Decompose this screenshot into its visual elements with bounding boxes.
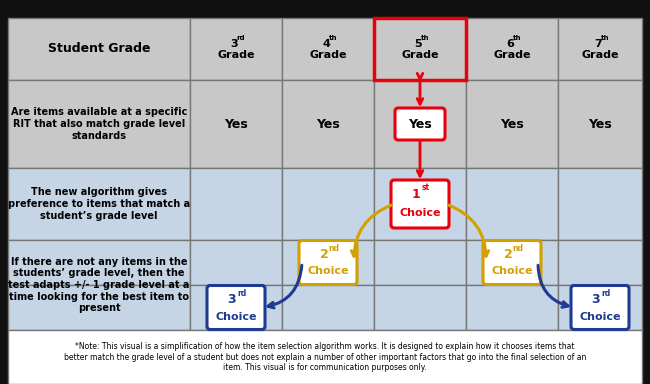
Bar: [374, 80, 466, 168]
Text: Yes: Yes: [408, 118, 432, 131]
Bar: [374, 240, 466, 285]
Bar: [466, 168, 558, 240]
FancyBboxPatch shape: [207, 285, 265, 329]
Bar: [282, 240, 374, 285]
Bar: [558, 240, 642, 285]
Text: Choice: Choice: [579, 311, 621, 321]
Bar: [466, 18, 558, 80]
Text: rd: rd: [237, 35, 245, 41]
FancyBboxPatch shape: [395, 108, 445, 140]
Bar: [466, 285, 558, 330]
Text: th: th: [329, 35, 337, 41]
Text: nd: nd: [512, 244, 523, 253]
Bar: [558, 285, 642, 330]
Bar: [466, 240, 558, 285]
Text: 2: 2: [504, 248, 512, 261]
FancyBboxPatch shape: [483, 240, 541, 285]
Bar: [282, 285, 374, 330]
Bar: [282, 18, 374, 80]
Text: Choice: Choice: [399, 208, 441, 218]
Text: rd: rd: [237, 289, 246, 298]
Text: Yes: Yes: [316, 118, 340, 131]
Text: 1: 1: [411, 189, 421, 202]
Text: Yes: Yes: [500, 118, 524, 131]
Text: Are items available at a specific
RIT that also match grade level
standards: Are items available at a specific RIT th…: [11, 108, 187, 141]
Text: The new algorithm gives
preference to items that match a
student’s grade level: The new algorithm gives preference to it…: [8, 187, 190, 220]
Text: Grade: Grade: [581, 50, 619, 60]
Bar: [282, 80, 374, 168]
Text: rd: rd: [601, 289, 610, 298]
Bar: [374, 18, 466, 80]
Text: Choice: Choice: [215, 311, 257, 321]
Bar: [558, 18, 642, 80]
Bar: [558, 168, 642, 240]
Text: Yes: Yes: [224, 118, 248, 131]
Text: Grade: Grade: [309, 50, 346, 60]
Text: th: th: [601, 35, 609, 41]
Bar: [8, 80, 190, 168]
Bar: [190, 168, 282, 240]
Text: Grade: Grade: [401, 50, 439, 60]
Text: nd: nd: [328, 244, 339, 253]
Text: 4: 4: [322, 39, 330, 49]
Text: st: st: [422, 184, 430, 192]
Bar: [190, 285, 282, 330]
Text: Choice: Choice: [307, 266, 349, 276]
Text: th: th: [513, 35, 521, 41]
Text: *Note: This visual is a simplification of how the item selection algorithm works: *Note: This visual is a simplification o…: [64, 342, 586, 372]
FancyBboxPatch shape: [299, 240, 357, 285]
Bar: [374, 168, 466, 240]
Text: Choice: Choice: [491, 266, 533, 276]
Bar: [190, 240, 282, 285]
Text: If there are not any items in the
students’ grade level, then the
test adapts +/: If there are not any items in the studen…: [8, 257, 190, 313]
Text: 3: 3: [592, 293, 601, 306]
Bar: [8, 285, 190, 330]
FancyBboxPatch shape: [391, 180, 449, 228]
Text: 2: 2: [320, 248, 328, 261]
Bar: [190, 80, 282, 168]
Text: 3: 3: [227, 293, 237, 306]
Bar: [190, 18, 282, 80]
Bar: [374, 285, 466, 330]
Bar: [8, 168, 190, 240]
Bar: [282, 168, 374, 240]
Text: th: th: [421, 35, 429, 41]
Text: 3: 3: [230, 39, 238, 49]
Text: Yes: Yes: [588, 118, 612, 131]
Bar: [8, 330, 642, 384]
Text: 6: 6: [506, 39, 514, 49]
Bar: [466, 80, 558, 168]
Text: 7: 7: [594, 39, 602, 49]
Text: 5: 5: [414, 39, 422, 49]
Text: Grade: Grade: [217, 50, 255, 60]
Bar: [8, 18, 190, 80]
Bar: [8, 240, 190, 285]
FancyBboxPatch shape: [571, 285, 629, 329]
Text: Grade: Grade: [493, 50, 531, 60]
Bar: [558, 80, 642, 168]
Text: Student Grade: Student Grade: [47, 43, 150, 56]
